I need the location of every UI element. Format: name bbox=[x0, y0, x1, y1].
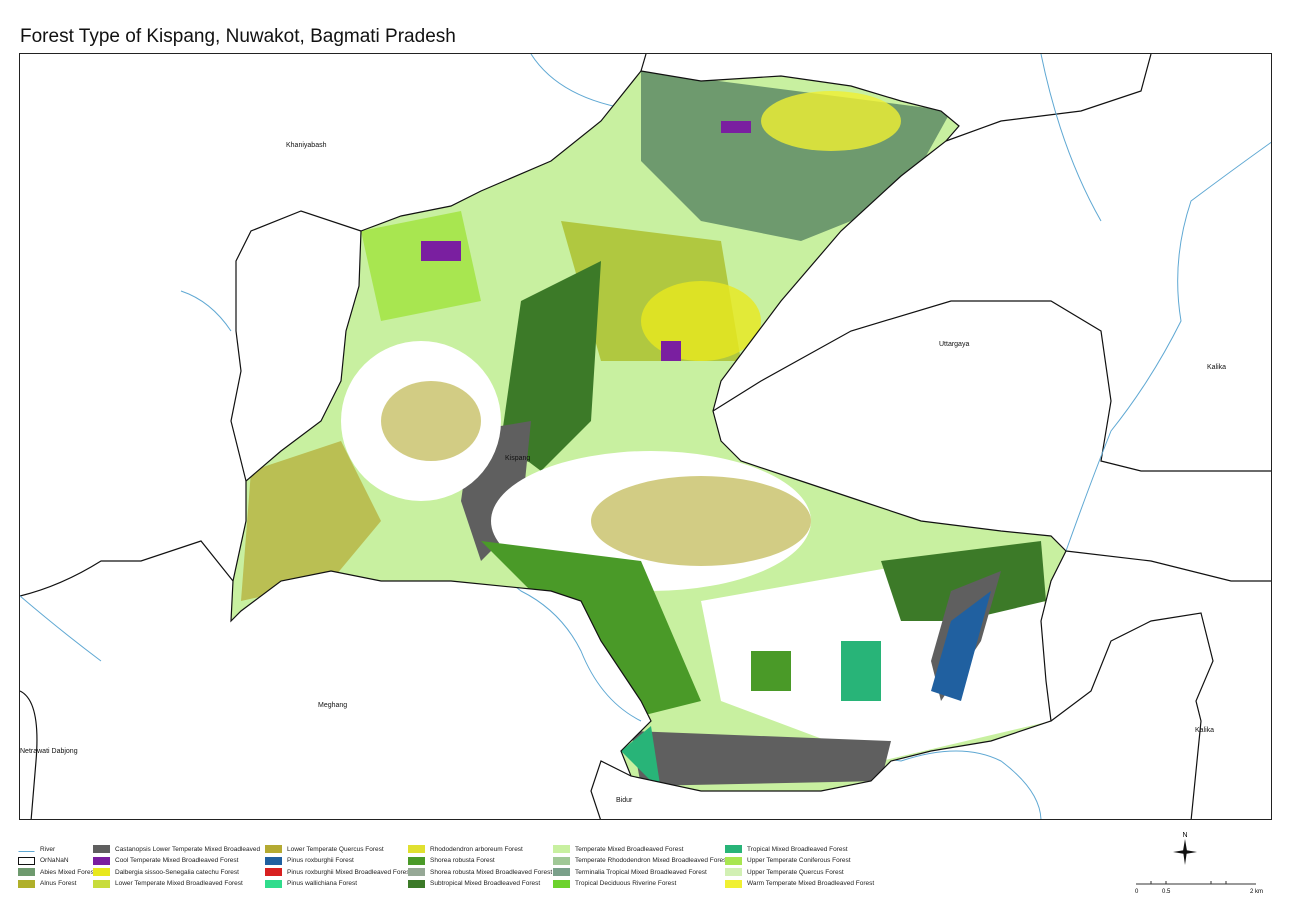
legend-label: Pinus wallichiana Forest bbox=[287, 880, 358, 887]
legend-swatch bbox=[408, 845, 425, 853]
legend-item: Abies Mixed Forest bbox=[18, 867, 96, 877]
legend-swatch bbox=[265, 856, 282, 865]
legend: River OrNaNaN Abies Mixed Forest Alnus Fore… bbox=[18, 844, 898, 894]
legend-item: Cool Temperate Mixed Broadleaved Forest bbox=[93, 856, 238, 866]
legend-item: River bbox=[18, 844, 55, 854]
legend-swatch bbox=[725, 856, 742, 865]
map-title: Forest Type of Kispang, Nuwakot, Bagmati… bbox=[20, 26, 456, 47]
legend-item: Lower Temperate Quercus Forest bbox=[265, 844, 384, 854]
legend-item: Subtropical Mixed Broadleaved Forest bbox=[408, 879, 540, 889]
legend-swatch bbox=[725, 879, 742, 888]
legend-label: Rhododendron arboreum Forest bbox=[430, 845, 523, 853]
legend-label: Pinus roxburghii Mixed Broadleaved Fores… bbox=[287, 868, 412, 876]
place-label-khaniyabash: Khaniyabash bbox=[286, 142, 327, 149]
legend-label: Castanopsis Lower Temperate Mixed Broadl… bbox=[115, 845, 261, 853]
legend-swatch bbox=[408, 868, 425, 876]
legend-swatch bbox=[725, 845, 742, 853]
legend-swatch bbox=[265, 845, 282, 853]
legend-label: Subtropical Mixed Broadleaved Forest bbox=[430, 880, 541, 887]
legend-item: Pinus roxburghii Forest bbox=[265, 856, 354, 866]
legend-item: Tropical Mixed Broadleaved Forest bbox=[725, 844, 848, 854]
scale-tick-0: 0 bbox=[1135, 889, 1139, 895]
legend-label: Cool Temperate Mixed Broadleaved Forest bbox=[115, 857, 239, 864]
legend-swatch bbox=[265, 879, 282, 888]
legend-item: Temperate Rhododendron Mixed Broadleaved… bbox=[553, 856, 728, 866]
legend-label: Shorea robusta Forest bbox=[430, 857, 495, 864]
scale-tick-4: 2 km bbox=[1250, 889, 1264, 895]
place-label-netrawati-dabjong: Netrawati Dabjong bbox=[20, 748, 78, 755]
north-label: N bbox=[1182, 832, 1188, 839]
legend-swatch bbox=[93, 868, 110, 876]
legend-swatch bbox=[553, 856, 570, 865]
legend-label: River bbox=[40, 845, 56, 853]
legend-item: OrNaNaN bbox=[18, 856, 69, 866]
legend-label: Alnus Forest bbox=[40, 880, 77, 887]
legend-item: Pinus wallichiana Forest bbox=[265, 879, 357, 889]
legend-item: Upper Temperate Coniferous Forest bbox=[725, 856, 851, 866]
place-label-uttargaya: Uttargaya bbox=[939, 341, 970, 348]
legend-item: Warm Temperate Mixed Broadleaved Forest bbox=[725, 879, 874, 889]
map-frame[interactable]: Khaniyabash Uttargaya Kalika Kalika Megh… bbox=[19, 53, 1272, 820]
legend-item: Upper Temperate Quercus Forest bbox=[725, 867, 844, 877]
legend-swatch bbox=[408, 879, 425, 888]
place-label-kalika-1: Kalika bbox=[1207, 364, 1227, 371]
legend-item: Dalbergia sissoo-Senegalia catechu Fores… bbox=[93, 867, 239, 877]
legend-label: Lower Temperate Mixed Broadleaved Forest bbox=[115, 880, 243, 887]
legend-label: Upper Temperate Quercus Forest bbox=[747, 868, 844, 876]
map-canvas bbox=[20, 54, 1271, 819]
legend-item: Tropical Deciduous Riverine Forest bbox=[553, 879, 676, 889]
legend-label: OrNaNaN bbox=[40, 857, 69, 864]
legend-label: Tropical Mixed Broadleaved Forest bbox=[747, 845, 848, 853]
legend-swatch bbox=[93, 856, 110, 865]
scale-tick-1: 0.5 bbox=[1162, 889, 1171, 895]
legend-label: Pinus roxburghii Forest bbox=[287, 857, 354, 864]
legend-swatch bbox=[18, 879, 35, 888]
legend-swatch bbox=[18, 847, 35, 852]
legend-label: Shorea robusta Mixed Broadleaved Forest bbox=[430, 868, 553, 876]
legend-swatch bbox=[553, 845, 570, 853]
legend-label: Lower Temperate Quercus Forest bbox=[287, 845, 384, 853]
legend-item: Shorea robusta Forest bbox=[408, 856, 495, 866]
north-arrow: N bbox=[1170, 832, 1200, 872]
legend-swatch bbox=[93, 845, 110, 853]
legend-item: Lower Temperate Mixed Broadleaved Forest bbox=[93, 879, 243, 889]
place-label-kalika-2: Kalika bbox=[1195, 727, 1215, 734]
legend-item: Shorea robusta Mixed Broadleaved Forest bbox=[408, 867, 552, 877]
legend-swatch bbox=[265, 868, 282, 876]
legend-swatch bbox=[93, 879, 110, 888]
legend-label: Dalbergia sissoo-Senegalia catechu Fores… bbox=[115, 868, 239, 876]
legend-swatch bbox=[18, 868, 35, 876]
legend-item: Castanopsis Lower Temperate Mixed Broadl… bbox=[93, 844, 260, 854]
boundaries bbox=[20, 54, 1271, 819]
legend-label: Temperate Mixed Broadleaved Forest bbox=[575, 845, 684, 853]
legend-swatch bbox=[408, 856, 425, 865]
legend-label: Temperate Rhododendron Mixed Broadleaved… bbox=[575, 857, 729, 864]
scale-line bbox=[1136, 881, 1256, 885]
legend-item: Terminalia Tropical Mixed Broadleaved Fo… bbox=[553, 867, 707, 877]
legend-label: Upper Temperate Coniferous Forest bbox=[747, 857, 851, 864]
legend-label: Abies Mixed Forest bbox=[40, 868, 96, 876]
forest-cover bbox=[231, 71, 1066, 791]
legend-label: Terminalia Tropical Mixed Broadleaved Fo… bbox=[575, 868, 707, 876]
legend-swatch bbox=[18, 856, 35, 865]
legend-item: Pinus roxburghii Mixed Broadleaved Fores… bbox=[265, 867, 411, 877]
place-label-kispang: Kispang bbox=[505, 455, 531, 462]
compass-icon bbox=[1173, 839, 1197, 865]
legend-swatch bbox=[553, 868, 570, 876]
legend-label: Warm Temperate Mixed Broadleaved Forest bbox=[747, 880, 875, 887]
legend-item: Temperate Mixed Broadleaved Forest bbox=[553, 844, 683, 854]
legend-item: Rhododendron arboreum Forest bbox=[408, 844, 523, 854]
legend-swatch bbox=[725, 868, 742, 876]
legend-label: Tropical Deciduous Riverine Forest bbox=[575, 880, 677, 887]
legend-item: Alnus Forest bbox=[18, 879, 77, 889]
legend-swatch bbox=[553, 879, 570, 888]
scale-bar: 0 0.5 2 km bbox=[1130, 880, 1270, 900]
place-label-bidur: Bidur bbox=[616, 797, 633, 804]
place-label-meghang: Meghang bbox=[318, 702, 348, 709]
